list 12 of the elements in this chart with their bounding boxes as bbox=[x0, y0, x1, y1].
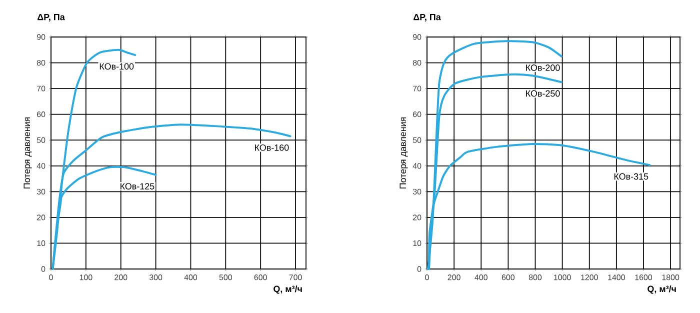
series-label: КОв-250 bbox=[526, 90, 560, 97]
y-axis-title: Потеря давления bbox=[24, 117, 32, 188]
series-label: КОв-100 bbox=[100, 63, 134, 70]
chart-title: ΔP, Па bbox=[414, 14, 441, 22]
chart-title: ΔP, Па bbox=[38, 14, 65, 22]
series-label: КОв-315 bbox=[614, 173, 648, 180]
series-label: КОв-200 bbox=[526, 64, 560, 71]
series-label: КОв-160 bbox=[255, 144, 289, 151]
x-axis-title: Q, м³/ч bbox=[648, 286, 676, 294]
y-axis-title: Потеря давления bbox=[400, 117, 408, 188]
x-axis-title: Q, м³/ч bbox=[274, 286, 302, 294]
series-label: КОв-125 bbox=[120, 183, 154, 190]
